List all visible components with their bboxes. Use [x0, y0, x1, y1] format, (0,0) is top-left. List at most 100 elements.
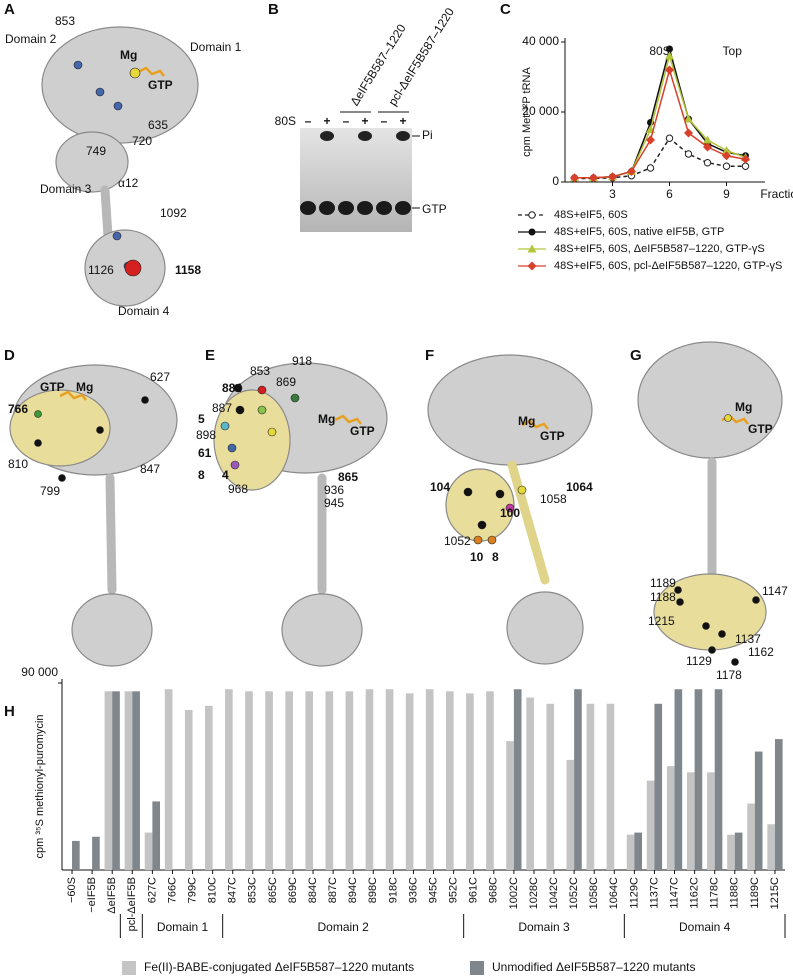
x-tick-label: 865C: [267, 877, 279, 903]
series-line: [574, 67, 746, 179]
row-label: 80S: [275, 114, 296, 128]
lane-label: +: [361, 114, 368, 128]
x-tick-label: 1215C: [769, 877, 781, 909]
bar: [646, 780, 655, 870]
point: [684, 150, 693, 158]
x-tick-label: 1052C: [568, 877, 580, 909]
protein-ribbon: [637, 341, 783, 459]
x-tick-label: 810C: [207, 877, 219, 903]
x-tick-label: 6: [666, 187, 673, 201]
lane-label: +: [323, 114, 330, 128]
residue-label: Domain 3: [40, 182, 92, 196]
residue-label: Domain 4: [118, 304, 170, 318]
residue-label: 104: [430, 480, 450, 494]
residue-label: 10: [470, 550, 484, 564]
point: [666, 45, 673, 53]
probe-sphere: [235, 405, 245, 415]
point: [722, 162, 731, 170]
bar: [385, 689, 394, 870]
x-tick-label: 1129C: [628, 877, 640, 909]
residue-label: Domain 1: [190, 40, 242, 54]
group-label: Domain 2: [317, 920, 369, 934]
probe-sphere: [129, 67, 141, 79]
gtp-ligand: [59, 390, 87, 401]
legend-label: 48S+eIF5, 60S: [554, 209, 628, 221]
x-tick-label: 884C: [307, 877, 319, 903]
probe-sphere: [495, 489, 505, 499]
residue-label: Mg: [735, 400, 752, 414]
probe-sphere: [290, 393, 300, 403]
bar: [506, 741, 514, 870]
bar: [144, 832, 153, 870]
residue-label: 1126: [88, 263, 114, 277]
residue-label: 4: [222, 468, 229, 482]
residue-label: 8: [492, 550, 499, 564]
probe-sphere: [34, 410, 42, 418]
gtp-ligand: [334, 414, 362, 425]
lane-label: –: [343, 114, 350, 128]
probe-sphere: [96, 426, 104, 434]
probe-sphere: [718, 630, 726, 638]
probe-sphere: [141, 396, 149, 404]
residue-label: 749: [86, 144, 106, 158]
x-tick-label: 847C: [227, 877, 239, 903]
gtp-band: [395, 201, 411, 215]
x-tick-label: 1147C: [668, 877, 680, 909]
probe-sphere: [58, 474, 66, 482]
residue-label: GTP: [40, 380, 65, 394]
gtp-band: [319, 201, 335, 215]
legend-label: Unmodified ΔeIF5B587–1220 mutants: [492, 960, 695, 974]
probe-sphere: [112, 231, 122, 241]
helix: [507, 460, 550, 585]
x-axis-label: Fractions: [760, 187, 793, 201]
x-tick-label: −60S: [66, 877, 78, 903]
bar: [112, 691, 120, 870]
probe-sphere: [724, 414, 732, 422]
legend-swatch: [122, 961, 136, 975]
lane-label: +: [399, 114, 406, 128]
x-tick-label: 3: [609, 187, 616, 201]
residue-label: 5: [198, 412, 205, 426]
probe-sphere: [505, 503, 515, 513]
y-axis-label: cpm ³⁵S methionyl-puromycin: [34, 715, 46, 859]
point: [703, 135, 712, 144]
bar: [365, 689, 374, 870]
y-tick-label: 0: [552, 174, 559, 188]
residue-label: 869: [276, 375, 296, 389]
x-tick-label: −eIF5B: [86, 877, 98, 913]
bar: [305, 691, 314, 870]
legend-label: 48S+eIF5, 60S, pcl-ΔeIF5B587–1220, GTP-γ…: [554, 260, 782, 272]
residue-label: 810: [8, 457, 28, 471]
probe-sphere: [473, 535, 483, 545]
residue-label: 766: [8, 402, 28, 416]
probe-sphere: [487, 535, 497, 545]
residue-label: 847: [140, 462, 160, 476]
protein-ribbon: [506, 591, 584, 665]
bar: [204, 705, 213, 870]
bar: [225, 689, 233, 870]
bar: [152, 801, 161, 870]
legend-label: Fe(II)-BABE-conjugated ΔeIF5B587–1220 mu…: [144, 960, 414, 974]
residue-label: 1129: [686, 654, 712, 668]
residue-label: 1162: [748, 645, 774, 659]
probe-sphere: [708, 646, 716, 654]
bar: [754, 751, 763, 870]
bar: [345, 691, 354, 870]
residue-label: 945: [324, 496, 344, 510]
x-tick-label: 898C: [367, 877, 379, 903]
helix: [105, 473, 117, 595]
protein-ribbon: [427, 354, 593, 466]
probe-sphere: [463, 487, 473, 497]
point: [741, 154, 750, 164]
x-tick-label: 1028C: [528, 877, 540, 909]
bar: [132, 691, 140, 870]
probe-sphere: [220, 421, 230, 431]
residue-label: Domain 2: [5, 32, 57, 46]
gtp-band: [338, 201, 354, 215]
panel-letter: H: [4, 703, 15, 720]
panel-letter: A: [4, 1, 15, 18]
bar: [586, 703, 595, 870]
point: [665, 51, 674, 60]
legend-marker: [528, 211, 536, 219]
